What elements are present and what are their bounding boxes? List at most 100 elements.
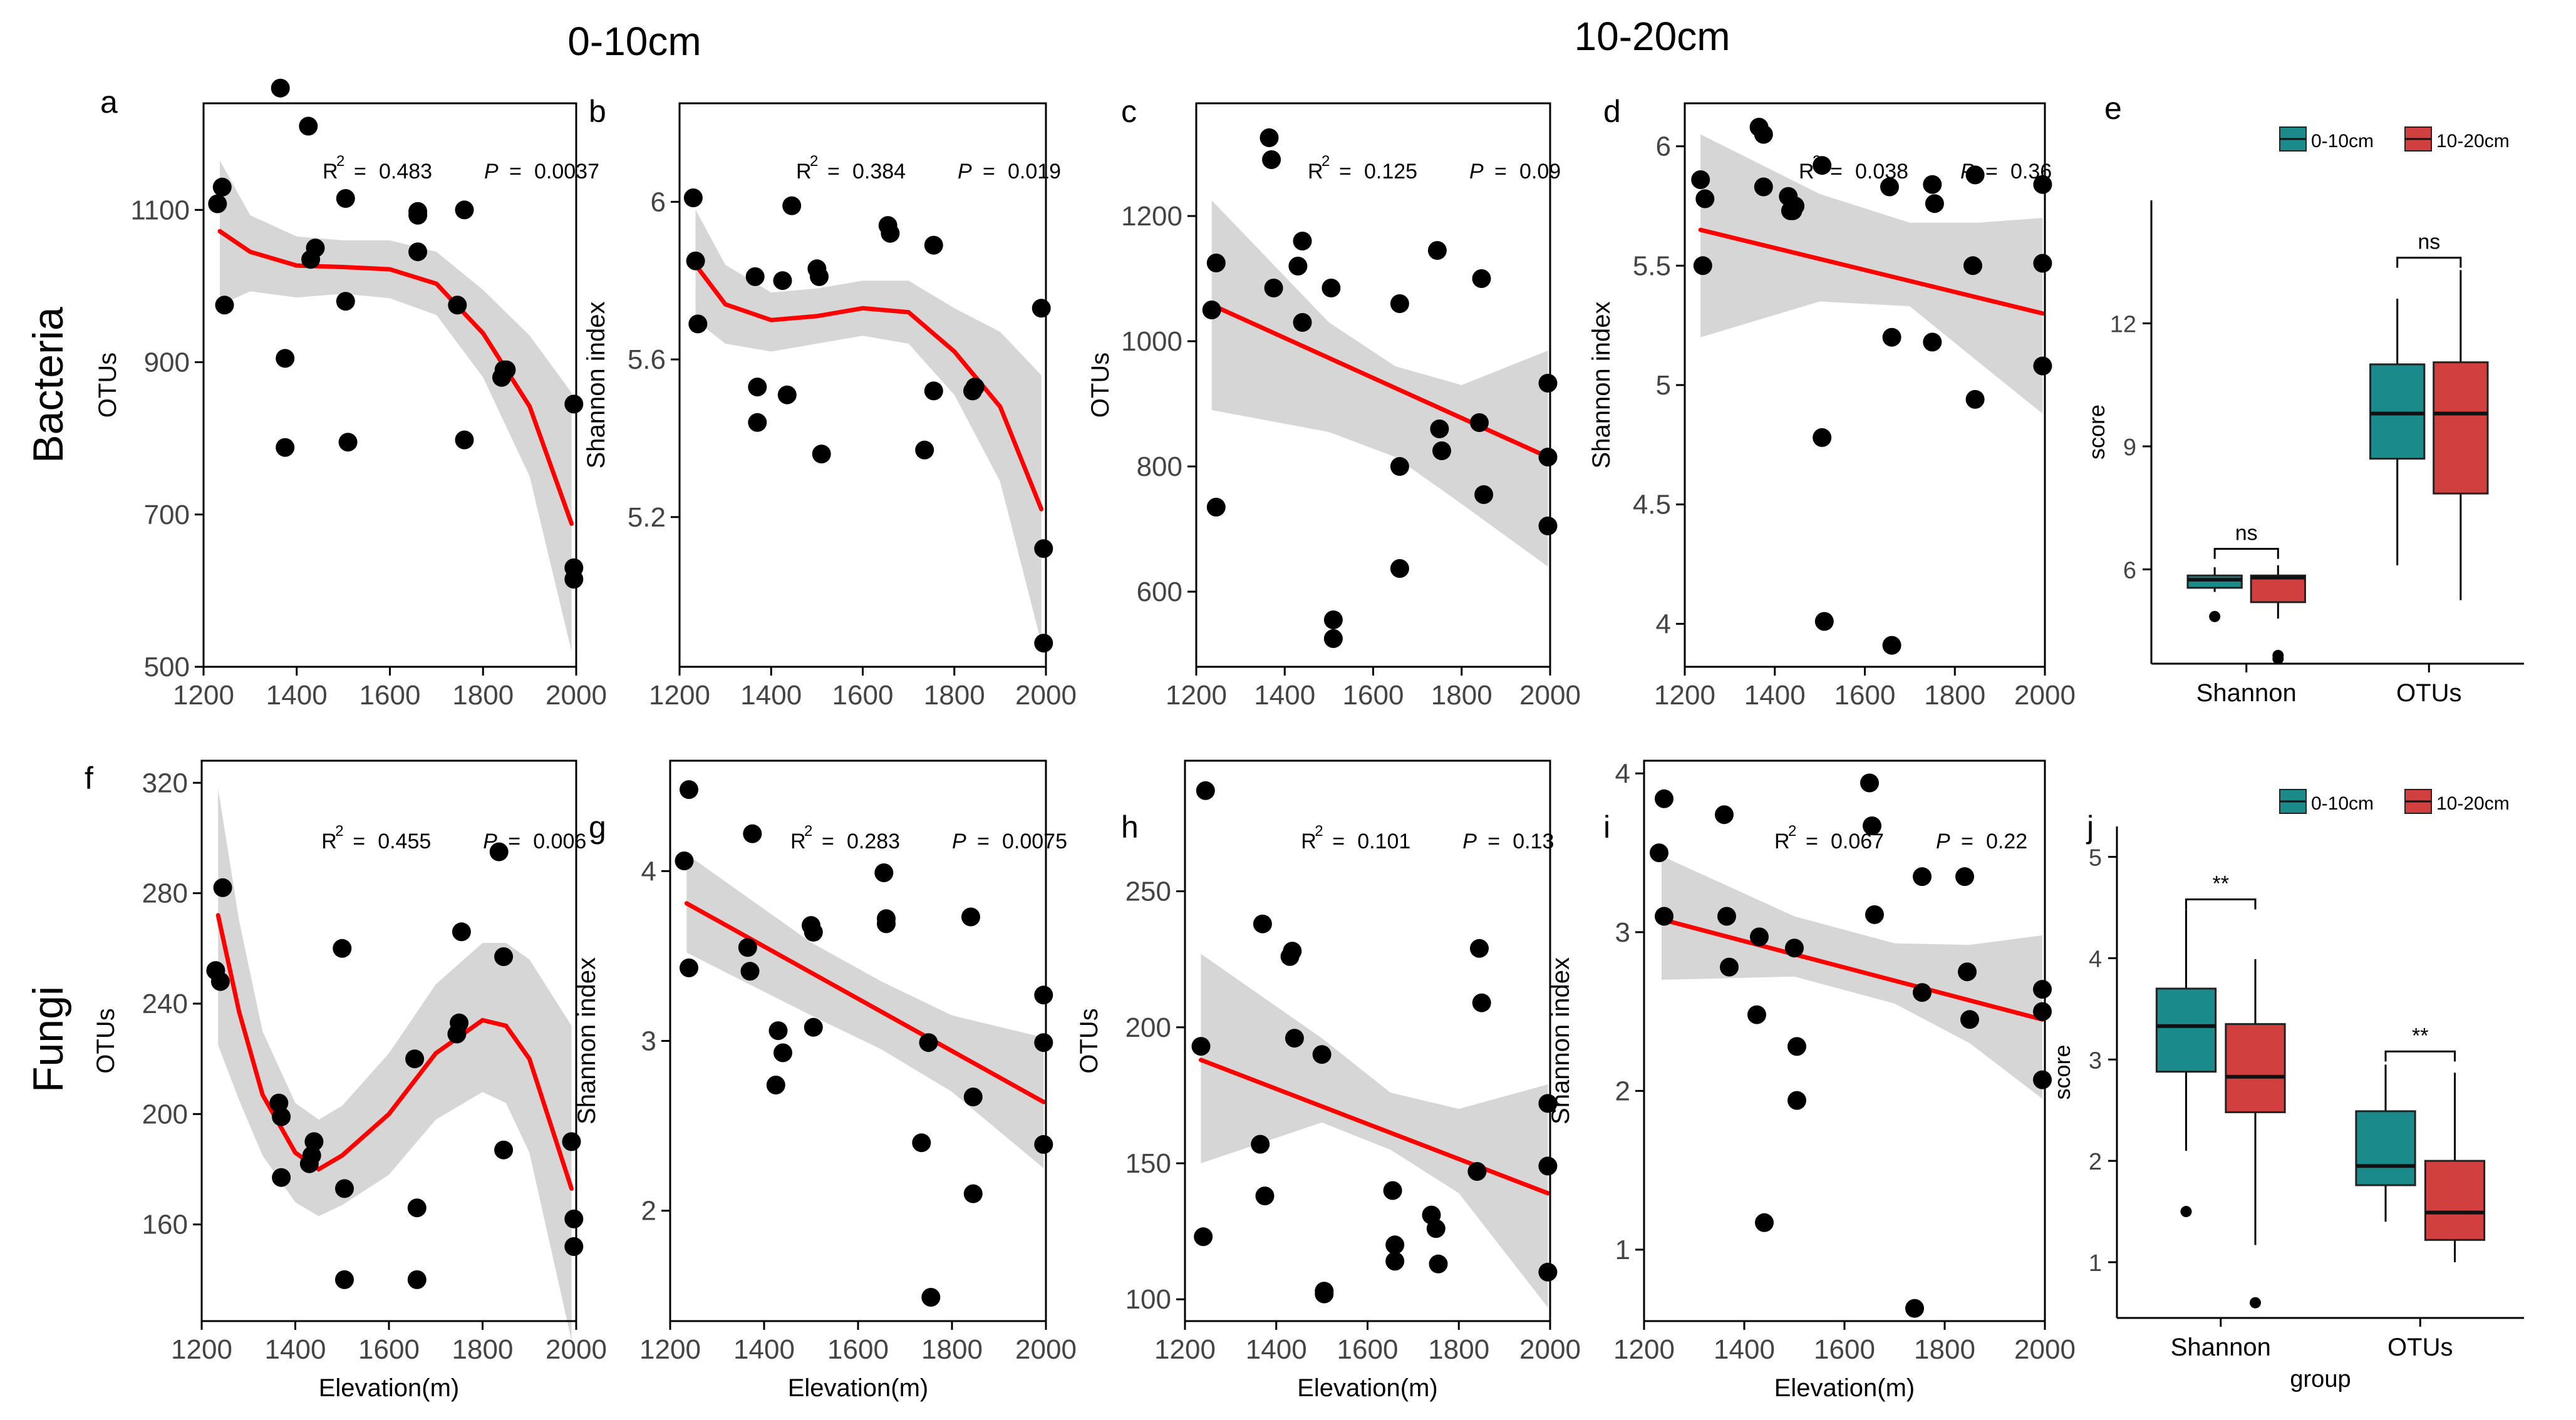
x-tick-label: 1400 <box>740 680 802 711</box>
x-tick-label: 1200 <box>639 1334 701 1365</box>
y-tick-label: 12 <box>2110 311 2136 337</box>
y-tick-label: 5.6 <box>628 344 666 375</box>
panel-label: b <box>589 94 606 129</box>
y-tick-label: 2 <box>1615 1076 1630 1106</box>
y-tick-label: 6 <box>1656 131 1671 162</box>
x-axis-label: group <box>2290 1366 2351 1392</box>
r2-superscript: 2 <box>810 153 818 170</box>
data-point-7 <box>1750 927 1769 947</box>
panel-label: c <box>1121 94 1137 129</box>
x-tick-label: 1800 <box>1431 680 1492 711</box>
data-point-10 <box>336 292 355 311</box>
data-point-6 <box>299 116 318 136</box>
significance-bracket <box>2384 1050 2456 1062</box>
box-iqr <box>2155 987 2217 1073</box>
y-tick-label: 900 <box>144 347 190 378</box>
data-point-15 <box>1427 241 1447 260</box>
data-point-22 <box>1538 1156 1558 1176</box>
data-point-15 <box>924 235 943 255</box>
p-equals: = <box>1494 160 1507 183</box>
stats-annotation: R2 = 0.125 P = 0.09 <box>1308 153 1561 183</box>
data-point-3 <box>1251 1134 1270 1154</box>
data-point-12 <box>1383 1181 1402 1200</box>
y-tick-label: 2 <box>641 1196 656 1227</box>
data-point-17 <box>1913 983 1932 1002</box>
data-point-22 <box>564 1209 584 1228</box>
y-axis-label: Shannon index <box>582 302 610 469</box>
data-point-14 <box>1882 327 1901 347</box>
y-tick-label: 160 <box>142 1210 188 1240</box>
y-axis-label: score <box>2084 404 2109 460</box>
data-point-7 <box>302 1146 321 1165</box>
data-point-19 <box>1963 256 1982 275</box>
r2-equals: = <box>1339 160 1352 183</box>
y-tick-label: 5 <box>1656 370 1671 401</box>
data-point-4 <box>276 349 295 368</box>
r2-equals: = <box>1830 160 1843 183</box>
data-point-22 <box>1538 448 1558 466</box>
x-tick-label: 1200 <box>1166 680 1227 711</box>
y-tick-label: 150 <box>1125 1148 1171 1179</box>
panel-i: 1200 1400 1600 1800 2000 1 2 3 4 Shannon index Ele… <box>1547 758 2076 1402</box>
data-point-18 <box>489 842 509 862</box>
data-point-2 <box>680 958 698 977</box>
x-tick-label: 1400 <box>265 1334 326 1365</box>
panel-label: d <box>1603 94 1621 129</box>
panel-b: 1200 1400 1600 1800 2000 5.2 5.6 6 Shannon index… <box>582 94 1077 711</box>
data-point-14 <box>1385 1252 1405 1271</box>
data-point-1 <box>210 972 230 991</box>
data-point-12 <box>874 863 894 882</box>
panel-d: 1200 1400 1600 1800 2000 4 4.5 5 5.5 6 Shannon ind… <box>1588 94 2076 711</box>
r2-value: 0.283 <box>847 830 900 853</box>
data-point-21 <box>1538 374 1558 393</box>
stats-annotation: R2 = 0.067 P = 0.22 <box>1774 823 2027 853</box>
data-point-10 <box>810 267 829 286</box>
data-point-11 <box>812 445 831 464</box>
box-10-20cm-OTUs <box>2433 270 2489 600</box>
x-tick-label: 1400 <box>1246 1334 1307 1365</box>
significance-label: ns <box>2235 522 2258 545</box>
x-axis-label: Elevation(m) <box>319 1374 460 1402</box>
data-point-11 <box>804 1017 823 1037</box>
panel-c: 1200 1400 1600 1800 2000 600 800 1000 1200 OTUs R2… <box>1087 94 1581 711</box>
x-tick-label: 1600 <box>832 680 894 711</box>
p-value: 0.0075 <box>1002 830 1067 853</box>
data-point-5 <box>1720 957 1739 977</box>
r2-symbol: R <box>323 160 338 183</box>
data-point-18 <box>1470 413 1489 432</box>
data-point-5 <box>1264 279 1283 297</box>
data-point-17 <box>455 430 474 450</box>
y-axis-label: OTUs <box>1087 352 1114 418</box>
data-point-15 <box>448 296 467 315</box>
data-point-20 <box>963 1184 983 1203</box>
p-symbol: P <box>1469 160 1484 183</box>
data-point-19 <box>494 947 514 966</box>
r2-value: 0.101 <box>1357 830 1410 853</box>
r2-superscript: 2 <box>335 823 343 840</box>
box-0-10cm-OTUs <box>2355 1064 2416 1222</box>
x-tick-label: 1800 <box>1914 1334 1975 1365</box>
data-point-5 <box>276 438 295 457</box>
header-10-20cm: 10-20cm <box>1575 14 1730 59</box>
p-value: 0.22 <box>1986 830 2027 853</box>
data-point-4 <box>1754 125 1773 144</box>
confidence-band <box>686 854 1044 1168</box>
data-point-14 <box>408 242 428 262</box>
legend-label: 10-20cm <box>2436 131 2510 152</box>
r2-superscript: 2 <box>336 153 344 170</box>
x-tick-label: 1800 <box>452 680 514 711</box>
legend: 0-10cm 10-20cm <box>2279 126 2510 152</box>
data-point-21 <box>562 1132 581 1151</box>
panel-a: 1200 1400 1600 1800 2000 500 700 900 1100 OTUs R2 =… <box>94 78 607 711</box>
data-point-11 <box>335 1270 354 1289</box>
y-tick-label: 200 <box>1125 1012 1171 1043</box>
data-point-19 <box>1472 269 1491 288</box>
y-axis-label: Shannon index <box>1547 957 1575 1124</box>
panel-label: a <box>100 85 118 120</box>
confidence-band <box>218 788 572 1340</box>
x-tick-label: 1600 <box>1343 680 1404 711</box>
p-value: 0.019 <box>1008 160 1061 183</box>
y-tick-label: 320 <box>142 768 188 798</box>
x-tick-label: 1200 <box>173 680 234 711</box>
r2-superscript: 2 <box>1813 153 1821 170</box>
